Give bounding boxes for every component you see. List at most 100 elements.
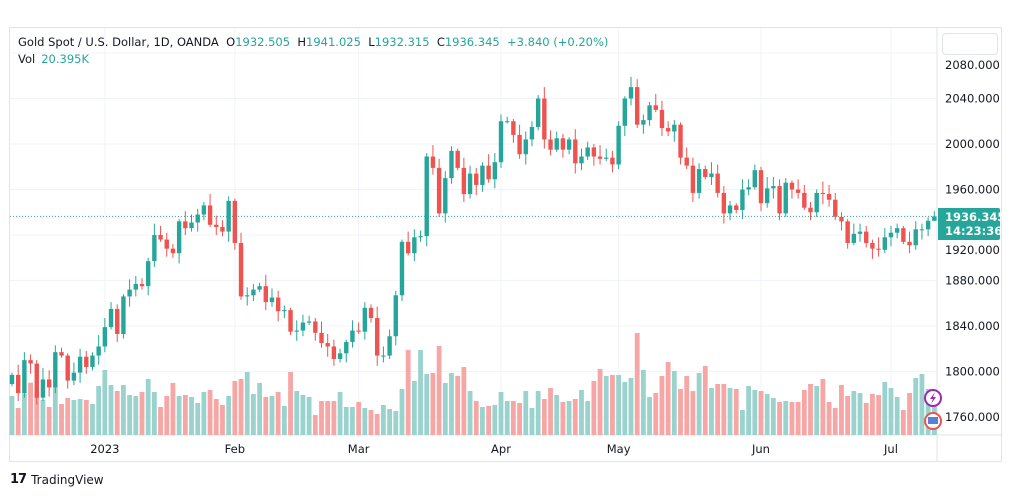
candle-body xyxy=(727,205,733,214)
tradingview-logo[interactable]: 𝟭𝟳 TradingView xyxy=(10,472,104,487)
volume-bar xyxy=(535,391,541,435)
candle-body xyxy=(34,363,39,398)
candle-body xyxy=(96,346,101,356)
volume-bar xyxy=(523,391,529,435)
change-value: +3.840 (+0.20%) xyxy=(507,35,609,49)
volume-bar xyxy=(746,386,752,435)
candle-body xyxy=(46,379,52,388)
candle-body xyxy=(399,241,405,296)
volume-bar xyxy=(733,389,739,435)
candle-body xyxy=(876,248,881,250)
candle-body xyxy=(560,138,566,150)
candle-body xyxy=(894,228,900,233)
volume-bar xyxy=(374,414,380,435)
y-tick-label: 1880.000 xyxy=(945,274,1000,288)
candle-body xyxy=(133,283,138,290)
candle-body xyxy=(634,87,640,125)
volume-bar xyxy=(764,394,770,435)
candle-body xyxy=(851,233,857,243)
volume-bar xyxy=(857,393,863,435)
volume-bar xyxy=(21,393,27,435)
candle-body xyxy=(492,162,498,180)
volume-bar xyxy=(220,405,225,435)
candle-body xyxy=(659,109,665,129)
candle-body xyxy=(15,374,21,394)
volume-bar xyxy=(554,395,560,435)
volume-bar xyxy=(480,407,485,435)
symbol-title: Gold Spot / U.S. Dollar, 1D, OANDA xyxy=(18,35,219,49)
candle-body xyxy=(591,147,597,157)
volume-value: 20.395K xyxy=(41,52,89,66)
volume-bar xyxy=(709,388,714,435)
candle-body xyxy=(139,283,145,287)
scale-settings-button[interactable] xyxy=(942,33,998,55)
volume-bar xyxy=(541,399,547,435)
volume-bar xyxy=(133,396,139,435)
candle-body xyxy=(102,327,108,347)
candle-body xyxy=(703,169,708,177)
x-tick-label: Apr xyxy=(491,442,511,456)
y-tick-label: 1840.000 xyxy=(945,319,1000,333)
volume-bar xyxy=(659,376,665,435)
high-value: 1941.025 xyxy=(306,35,361,49)
volume-bar xyxy=(740,410,745,435)
volume-bar xyxy=(622,382,628,435)
volume-bar xyxy=(40,400,46,435)
last-price-label: 1936.345 14:23:36 xyxy=(938,208,1005,240)
candle-body xyxy=(826,194,832,200)
volume-bar xyxy=(455,376,461,435)
volume-bar xyxy=(449,373,454,435)
candle-body xyxy=(610,157,615,165)
volume-bar xyxy=(783,401,789,435)
candle-body xyxy=(616,125,621,165)
volume-bar xyxy=(393,411,399,435)
volume-bar xyxy=(139,392,145,435)
volume-bar xyxy=(770,398,776,435)
volume-bar xyxy=(492,405,498,435)
candle-body xyxy=(145,261,151,287)
candle-body xyxy=(207,205,213,225)
candle-body xyxy=(505,121,510,123)
candle-body xyxy=(201,205,207,215)
volume-bar xyxy=(121,385,126,435)
lightning-icon xyxy=(930,392,936,404)
candle-body xyxy=(604,157,609,159)
candle-body xyxy=(641,120,646,125)
candle-body xyxy=(344,341,349,354)
volume-bar xyxy=(90,404,95,435)
volume-bar xyxy=(894,397,900,435)
volume-bar xyxy=(925,389,931,435)
candle-body xyxy=(888,232,894,238)
volume-bar xyxy=(510,401,516,435)
candle-body xyxy=(53,352,58,388)
candle-body xyxy=(430,156,436,168)
candle-body xyxy=(9,374,15,385)
volume-bar xyxy=(826,402,832,435)
volume-bar xyxy=(263,397,269,435)
candle-body xyxy=(907,241,912,246)
candle-body xyxy=(65,355,70,381)
open-value: 1932.505 xyxy=(235,35,291,49)
candle-body xyxy=(566,139,572,150)
candle-body xyxy=(77,356,83,373)
y-tick-label: 2000.000 xyxy=(945,137,1000,151)
volume-legend: Vol 20.395K xyxy=(18,52,89,66)
volume-bar xyxy=(34,391,40,435)
volume-bar xyxy=(195,403,201,435)
volume-bar xyxy=(845,396,851,435)
volume-bar xyxy=(362,408,368,435)
candle-body xyxy=(721,192,727,214)
candle-body xyxy=(424,156,429,237)
candle-body xyxy=(306,321,312,323)
candle-body xyxy=(523,139,528,155)
candle-body xyxy=(455,150,460,168)
candle-body xyxy=(696,169,702,193)
volume-bar xyxy=(343,407,349,435)
volume-bar xyxy=(288,372,293,435)
volume-bar xyxy=(381,405,386,435)
candle-body xyxy=(517,134,522,155)
candle-body xyxy=(715,173,720,193)
volume-bar xyxy=(678,389,683,435)
volume-bar xyxy=(430,373,436,435)
